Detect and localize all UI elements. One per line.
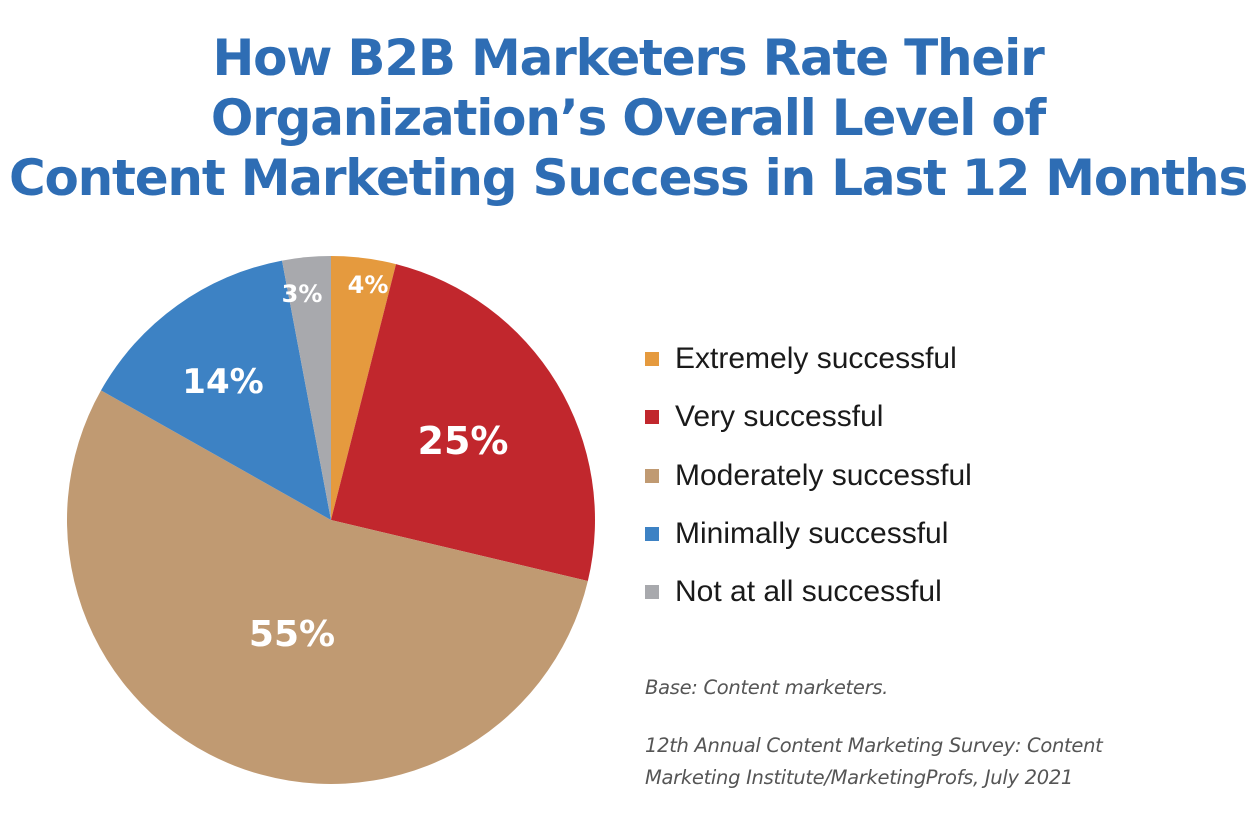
legend-item-extremely: Extremely successful [645,330,972,388]
legend-swatch-orange [645,352,659,367]
pie-slices [67,256,596,784]
slice-label-very: 25% [418,419,509,463]
chart-title: How B2B Marketers Rate Their Organizatio… [0,28,1256,208]
legend-item-not-at-all: Not at all successful [645,563,972,621]
chart-title-line-3: Content Marketing Success in Last 12 Mon… [8,149,1248,207]
legend-label: Extremely successful [675,342,957,376]
slice-label-extremely: 4% [348,271,389,299]
source-line-2: Marketing Institute/MarketingProfs, July… [645,766,1074,789]
legend-item-minimally: Minimally successful [645,505,972,563]
chart-footer: Base: Content marketers. 12th Annual Con… [645,672,1103,794]
legend-label: Moderately successful [675,458,972,492]
legend-item-very: Very successful [645,388,972,446]
pie-slice-extremely [331,256,397,520]
legend-swatch-blue [645,527,659,542]
legend: Extremely successful Very successful Mod… [645,330,972,621]
legend-label: Not at all successful [675,575,942,609]
slice-label-not-at-all: 3% [282,280,323,308]
pie-slice-very [331,264,596,582]
pie-slice-minimally [101,260,331,520]
slice-label-moderately: 55% [249,614,335,655]
legend-item-moderately: Moderately successful [645,447,972,505]
base-note: Base: Content marketers. [645,676,889,699]
legend-swatch-gray [645,585,659,600]
pie-slice-labels: 4% 25% 55% 14% 3% [182,271,508,655]
pie-slice-not-at-all [282,256,331,520]
legend-label: Very successful [675,400,884,434]
source-line-1: 12th Annual Content Marketing Survey: Co… [645,734,1103,757]
legend-label: Minimally successful [675,517,949,551]
legend-swatch-tan [645,468,659,483]
legend-swatch-red [645,410,659,425]
slice-label-minimally: 14% [182,362,263,402]
chart-title-line-2: Organization’s Overall Level of [210,89,1046,147]
pie-slice-moderately [67,390,588,784]
chart-title-line-1: How B2B Marketers Rate Their [212,29,1044,87]
